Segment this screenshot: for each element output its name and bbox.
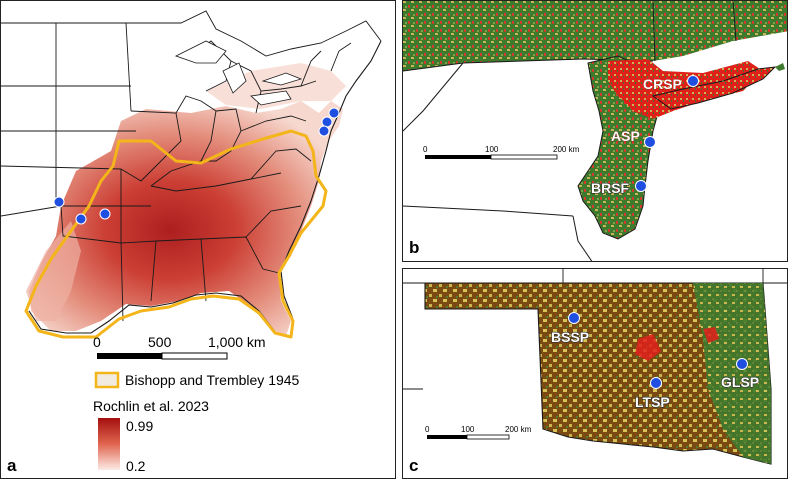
panel-b-nj-map: CRSP ASP BRSF 0 100 200 km b	[402, 0, 788, 262]
site-label-ltsp: LTSP	[635, 394, 670, 410]
site-label-asp: ASP	[611, 128, 640, 144]
scale-bar-a: 0 500 1,000 km	[93, 334, 266, 360]
scale-b-0: 0	[423, 145, 428, 154]
sites-c: BSSP LTSP GLSP	[550, 312, 760, 411]
risk-raster-west	[26, 221, 81, 321]
panel-letter-c: c	[409, 456, 418, 475]
urban-tulsa	[703, 327, 719, 343]
panel-letter-b: b	[409, 238, 419, 257]
scale-label-0: 0	[93, 334, 101, 350]
legend-raster: Rochlin et al. 2023 0.99 0.2	[93, 398, 209, 474]
long-island-tip	[775, 63, 785, 71]
legend-max-label: 0.99	[126, 418, 153, 434]
site-dot	[321, 116, 333, 128]
risk-raster	[29, 101, 343, 336]
site-label-brsf: BRSF	[591, 180, 630, 196]
long-island	[651, 66, 777, 110]
landcover-north	[403, 1, 787, 71]
panel-a-us-map: 0 500 1,000 km Bishopp and Trembley 1945…	[0, 0, 396, 479]
panel-c-svg: BSSP LTSP GLSP 0 100 200 km c	[403, 269, 787, 478]
site-dot-glsp	[736, 358, 748, 370]
legend-gradient-bar	[98, 418, 120, 470]
scale-b-mid: 100	[485, 145, 499, 154]
great-lakes	[174, 40, 303, 106]
panel-c-ok-map: BSSP LTSP GLSP 0 100 200 km c	[402, 268, 788, 479]
panel-b-svg: CRSP ASP BRSF 0 100 200 km b	[403, 1, 787, 261]
scale-bar-c: 0 100 200 km	[425, 425, 532, 440]
panel-letter-a: a	[7, 456, 17, 475]
legend-raster-title: Rochlin et al. 2023	[93, 398, 209, 414]
scale-b-max: 200 km	[553, 145, 580, 154]
legend-historical: Bishopp and Trembley 1945	[94, 371, 300, 389]
site-dot	[318, 125, 330, 137]
site-dot-asp	[644, 136, 656, 148]
risk-raster-north	[206, 63, 346, 109]
site-dots-a	[53, 107, 340, 225]
legend-min-label: 0.2	[126, 458, 146, 474]
site-dot-brsf	[635, 180, 647, 192]
legend-polygon-label: Bishopp and Trembley 1945	[125, 372, 300, 388]
site-dot-ltsp	[650, 377, 662, 389]
oklahoma-landcover	[424, 282, 772, 465]
site-dot	[75, 213, 87, 225]
historical-range-outline	[24, 129, 328, 339]
scale-label-mid: 500	[148, 334, 172, 350]
site-label-bssp: BSSP	[551, 329, 589, 345]
site-dot	[99, 208, 111, 220]
site-dot	[53, 196, 65, 208]
scale-label-max: 1,000 km	[208, 334, 266, 350]
site-dot-bssp	[568, 312, 580, 324]
sites-b: CRSP ASP BRSF	[590, 75, 699, 197]
site-label-crsp: CRSP	[643, 76, 682, 92]
site-label-glsp: GLSP	[721, 374, 759, 390]
panel-a-svg: 0 500 1,000 km Bishopp and Trembley 1945…	[1, 10, 382, 475]
scale-c-0: 0	[425, 425, 430, 434]
scale-bar-b: 0 100 200 km	[423, 145, 580, 160]
site-dot	[328, 107, 340, 119]
site-dot-crsp	[687, 75, 699, 87]
urban-okc	[635, 334, 661, 361]
scale-c-max: 200 km	[505, 425, 532, 434]
scale-c-mid: 100	[461, 425, 475, 434]
